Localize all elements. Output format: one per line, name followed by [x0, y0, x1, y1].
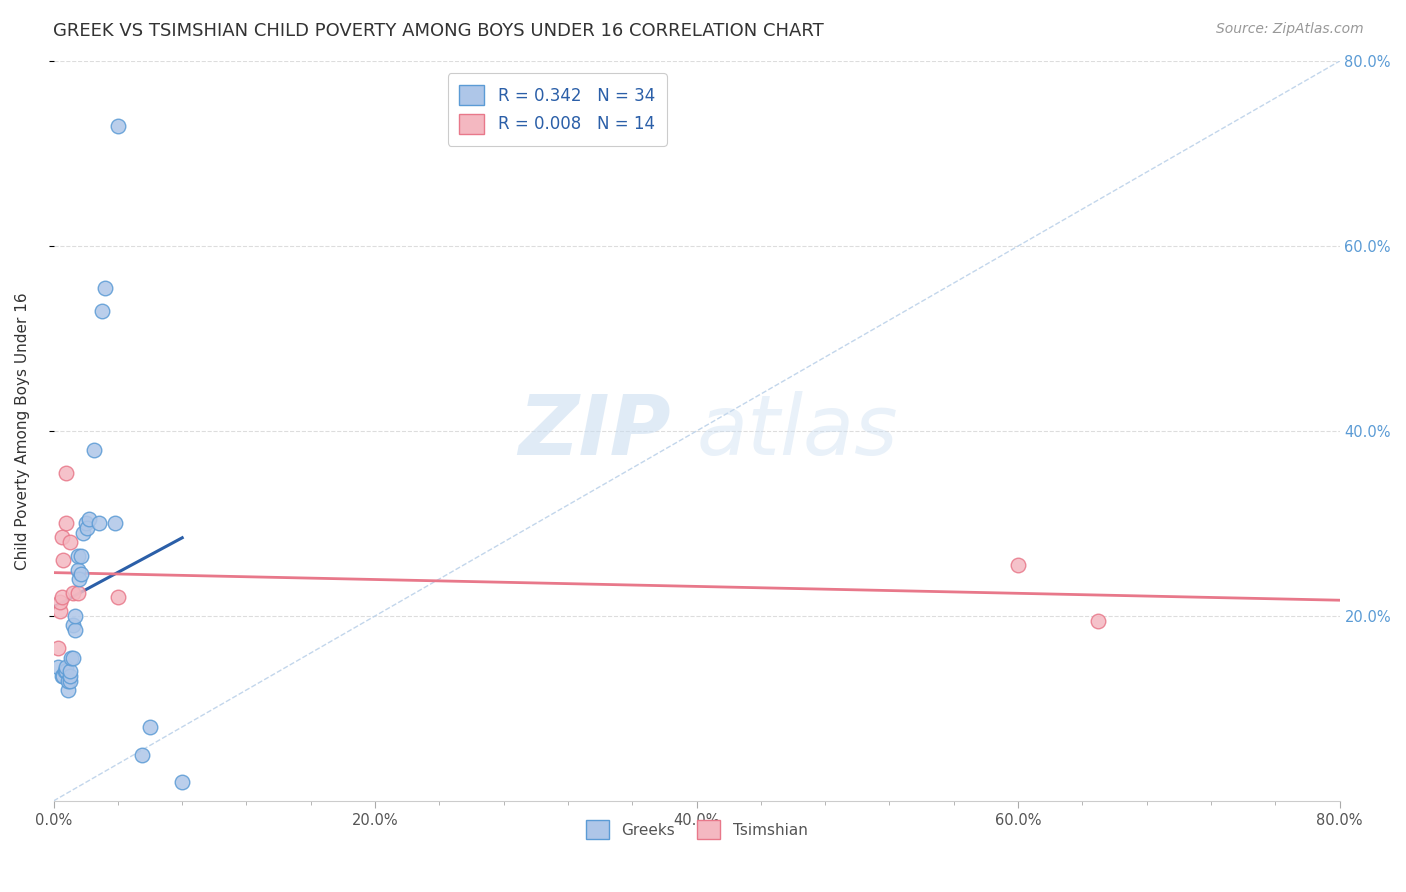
Text: GREEK VS TSIMSHIAN CHILD POVERTY AMONG BOYS UNDER 16 CORRELATION CHART: GREEK VS TSIMSHIAN CHILD POVERTY AMONG B…	[53, 22, 824, 40]
Point	[90, 303, 112, 318]
Point	[48, 641, 70, 656]
Point	[56, 673, 79, 688]
Point	[55, 665, 77, 679]
Point	[48, 660, 70, 674]
Point	[66, 563, 89, 577]
Point	[59, 535, 82, 549]
Point	[59, 673, 82, 688]
Point	[51, 669, 73, 683]
Point	[104, 516, 127, 531]
Point	[51, 530, 73, 544]
Point	[72, 525, 94, 540]
Point	[56, 682, 79, 697]
Point	[51, 591, 73, 605]
Point	[59, 665, 82, 679]
Point	[49, 595, 72, 609]
Point	[70, 549, 93, 563]
Point	[77, 512, 100, 526]
Legend: Greeks, Tsimshian: Greeks, Tsimshian	[579, 814, 814, 845]
Point	[1087, 614, 1109, 628]
Point	[66, 549, 89, 563]
Point	[55, 516, 77, 531]
Point	[62, 586, 84, 600]
Point	[62, 650, 84, 665]
Point	[60, 650, 83, 665]
Point	[62, 618, 84, 632]
Point	[63, 609, 86, 624]
Point	[55, 660, 77, 674]
Point	[107, 119, 129, 133]
Point	[59, 669, 82, 683]
Point	[131, 747, 153, 762]
Point	[63, 623, 86, 637]
Point	[49, 604, 72, 618]
Text: atlas: atlas	[696, 391, 898, 472]
Point	[1007, 558, 1029, 573]
Point	[75, 516, 97, 531]
Y-axis label: Child Poverty Among Boys Under 16: Child Poverty Among Boys Under 16	[15, 293, 30, 570]
Point	[172, 775, 194, 789]
Text: Source: ZipAtlas.com: Source: ZipAtlas.com	[1216, 22, 1364, 37]
Point	[70, 567, 93, 582]
Point	[87, 516, 110, 531]
Point	[53, 665, 76, 679]
Point	[55, 466, 77, 480]
Point	[139, 720, 162, 734]
Point	[107, 591, 129, 605]
Text: ZIP: ZIP	[519, 391, 671, 472]
Point	[83, 442, 105, 457]
Point	[94, 281, 117, 295]
Point	[76, 521, 98, 535]
Point	[67, 572, 90, 586]
Point	[52, 669, 75, 683]
Point	[66, 586, 89, 600]
Point	[52, 553, 75, 567]
